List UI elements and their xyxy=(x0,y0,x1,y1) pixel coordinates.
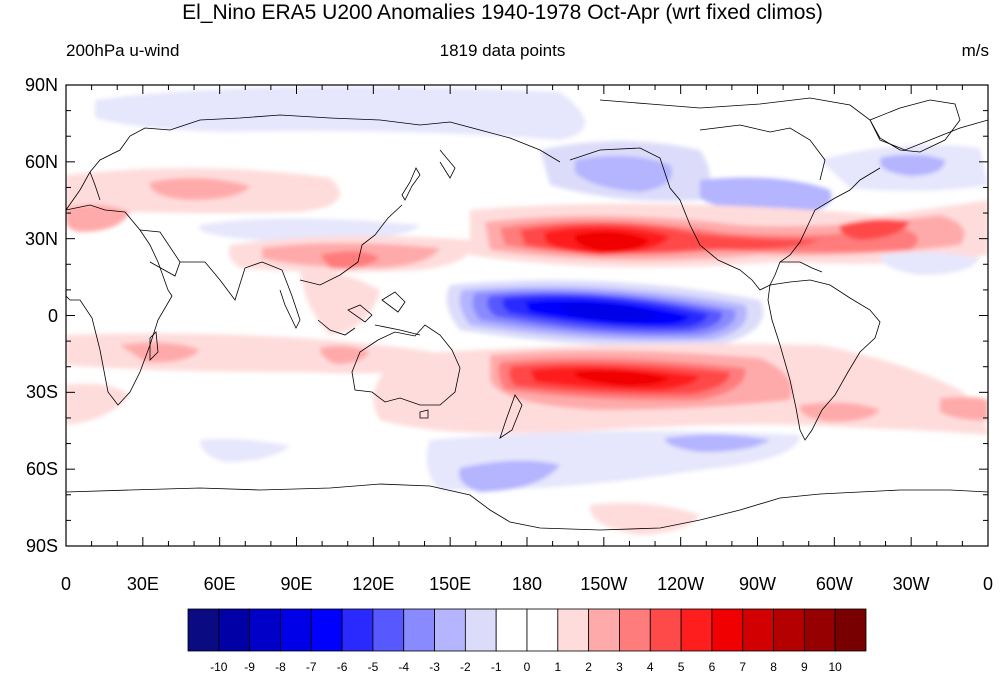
colorbar-label: 0 xyxy=(523,660,531,674)
colorbar-swatch xyxy=(619,608,651,652)
colorbar-swatch xyxy=(557,608,590,652)
colorbar-label: 5 xyxy=(677,660,685,674)
colorbar-swatch xyxy=(680,608,713,652)
longitude-label: 180 xyxy=(511,574,543,594)
axis-ticks xyxy=(65,84,989,547)
data-points-label: 1819 data points xyxy=(439,41,566,60)
colorbar-label: -7 xyxy=(305,660,317,674)
latitude-label: 0 xyxy=(47,305,58,326)
colorbar-swatch xyxy=(588,608,620,652)
colorbar-swatch xyxy=(218,608,251,652)
longitude-label: 0 xyxy=(982,574,994,594)
coastlines xyxy=(66,97,988,531)
colorbar-label: 4 xyxy=(646,660,654,674)
longitude-label: 30E xyxy=(126,574,159,594)
colorbar-swatch xyxy=(526,608,559,652)
colorbar xyxy=(187,608,867,652)
colorbar-label: -3 xyxy=(429,660,440,674)
colorbar-swatch xyxy=(280,608,312,652)
colorbar-label: -10 xyxy=(210,660,228,674)
colorbar-label: 8 xyxy=(770,660,777,674)
longitude-label: 90W xyxy=(738,574,777,594)
longitude-label: 0 xyxy=(60,574,72,594)
colorbar-swatch xyxy=(341,608,374,652)
colorbar-swatch xyxy=(464,608,497,652)
colorbar-swatch xyxy=(249,608,281,652)
colorbar-label: 6 xyxy=(708,660,716,674)
colorbar-label: 9 xyxy=(801,660,808,674)
longitude-label: 150E xyxy=(429,574,472,594)
colorbar-swatch xyxy=(403,608,435,652)
colorbar-swatch xyxy=(372,608,405,652)
colorbar-swatch xyxy=(495,608,528,652)
colorbar-label: -4 xyxy=(398,660,410,674)
colorbar-label: -2 xyxy=(460,660,471,674)
colorbar-label: 3 xyxy=(616,660,623,674)
colorbar-label: -9 xyxy=(244,660,255,674)
colorbar-swatch xyxy=(649,608,682,652)
anomaly-field xyxy=(66,85,988,546)
map-title: El_Nino ERA5 U200 Anomalies 1940-1978 Oc… xyxy=(182,1,823,24)
colorbar-swatch xyxy=(434,608,466,652)
latitude-label: 90N xyxy=(24,75,58,95)
longitude-label: 120E xyxy=(352,574,395,594)
colorbar-label: 2 xyxy=(585,660,592,674)
latitude-label: 60N xyxy=(24,151,58,172)
longitude-label: 60W xyxy=(815,574,853,594)
longitude-label: 60E xyxy=(203,574,236,594)
colorbar-swatch xyxy=(834,608,867,652)
colorbar-label: -1 xyxy=(490,660,502,674)
colorbar-swatch xyxy=(187,608,220,652)
colorbar-label: -8 xyxy=(275,660,286,674)
latitude-label: 30N xyxy=(24,228,58,249)
longitude-label: 150W xyxy=(580,574,628,594)
latitude-label: 30S xyxy=(25,382,58,403)
colorbar-label: 7 xyxy=(739,660,747,674)
longitude-label: 30W xyxy=(892,574,930,594)
colorbar-label: 10 xyxy=(828,660,842,674)
colorbar-swatch xyxy=(773,608,805,652)
longitude-label: 120W xyxy=(657,574,705,594)
colorbar-swatch xyxy=(742,608,774,652)
colorbar-swatch xyxy=(803,608,836,652)
latitude-label: 90S xyxy=(25,536,58,556)
colorbar-label: 1 xyxy=(554,660,562,674)
variable-label: 200hPa u-wind xyxy=(66,41,180,60)
colorbar-label: -6 xyxy=(336,660,348,674)
latitude-label: 60S xyxy=(25,459,58,480)
colorbar-swatch xyxy=(310,608,343,652)
units-label: m/s xyxy=(961,41,989,60)
colorbar-swatch xyxy=(711,608,744,652)
colorbar-label: -5 xyxy=(367,660,379,674)
longitude-label: 90E xyxy=(280,574,313,594)
